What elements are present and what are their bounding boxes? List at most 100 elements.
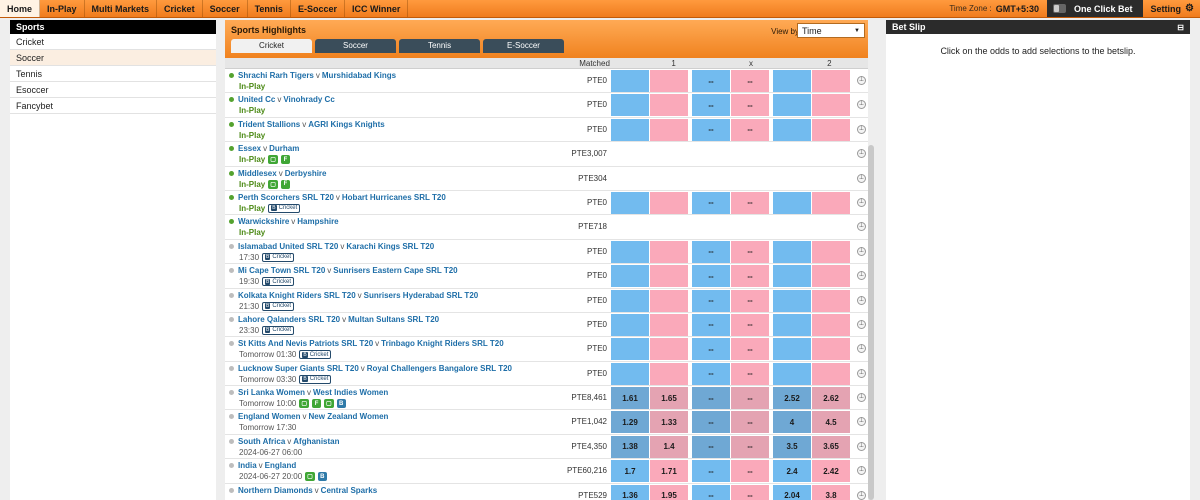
nav-item-home[interactable]: Home bbox=[0, 0, 41, 17]
tab-tennis[interactable]: Tennis bbox=[399, 39, 480, 53]
event-name-link[interactable]: Lahore Qalanders SRL T20 v Multan Sultans … bbox=[238, 315, 439, 324]
pin-icon[interactable]: ⊥ bbox=[857, 124, 866, 134]
back-odds-team2[interactable]: 2.04 bbox=[773, 484, 811, 500]
back-odds-team1[interactable] bbox=[611, 240, 649, 263]
event-name-link[interactable]: Kolkata Knight Riders SRL T20 v Sunrisers … bbox=[238, 291, 478, 300]
sidebar-item-soccer[interactable]: Soccer bbox=[10, 50, 216, 66]
lay-odds-team2[interactable] bbox=[812, 118, 850, 141]
lay-odds-team1[interactable]: 1.71 bbox=[650, 460, 688, 483]
lay-odds-team1[interactable] bbox=[650, 70, 688, 92]
lay-odds-draw[interactable]: -- bbox=[731, 411, 769, 434]
back-odds-draw[interactable]: -- bbox=[692, 338, 730, 361]
back-odds-team2[interactable] bbox=[773, 118, 811, 141]
lay-odds-draw[interactable]: -- bbox=[731, 435, 769, 458]
lay-odds-draw[interactable]: -- bbox=[731, 313, 769, 336]
lay-odds-team1[interactable]: 1.95 bbox=[650, 484, 688, 500]
lay-odds-draw[interactable]: -- bbox=[731, 289, 769, 312]
back-odds-draw[interactable]: -- bbox=[692, 411, 730, 434]
lay-odds-draw[interactable]: -- bbox=[731, 191, 769, 214]
back-odds-draw[interactable]: -- bbox=[692, 387, 730, 410]
lay-odds-team2[interactable]: 2.62 bbox=[812, 387, 850, 410]
lay-odds-team2[interactable] bbox=[812, 265, 850, 288]
pin-icon[interactable]: ⊥ bbox=[857, 197, 866, 207]
event-name-link[interactable]: Sri Lanka Women v West Indies Women bbox=[238, 388, 388, 397]
lay-odds-team2[interactable] bbox=[812, 191, 850, 214]
nav-item-in-play[interactable]: In-Play bbox=[40, 0, 85, 17]
pin-icon[interactable]: ⊥ bbox=[857, 149, 866, 159]
back-odds-draw[interactable]: -- bbox=[692, 265, 730, 288]
lay-odds-team2[interactable] bbox=[812, 240, 850, 263]
back-odds-team1[interactable] bbox=[611, 313, 649, 336]
back-odds-draw[interactable]: -- bbox=[692, 484, 730, 500]
back-odds-team1[interactable] bbox=[611, 362, 649, 385]
lay-odds-team1[interactable] bbox=[650, 265, 688, 288]
back-odds-draw[interactable]: -- bbox=[692, 313, 730, 336]
lay-odds-team1[interactable] bbox=[650, 94, 688, 117]
lay-odds-team2[interactable] bbox=[812, 94, 850, 117]
event-name-link[interactable]: Essex v Durham bbox=[238, 144, 299, 153]
pin-icon[interactable]: ⊥ bbox=[857, 271, 866, 281]
lay-odds-team2[interactable]: 2.42 bbox=[812, 460, 850, 483]
lay-odds-draw[interactable]: -- bbox=[731, 484, 769, 500]
tab-cricket[interactable]: Cricket bbox=[231, 39, 312, 53]
lay-odds-team1[interactable] bbox=[650, 362, 688, 385]
event-name-link[interactable]: India v England bbox=[238, 461, 296, 470]
pin-icon[interactable]: ⊥ bbox=[857, 490, 866, 500]
lay-odds-team2[interactable] bbox=[812, 70, 850, 92]
view-by-select[interactable]: Time ▼ bbox=[797, 23, 865, 38]
lay-odds-team1[interactable] bbox=[650, 338, 688, 361]
back-odds-team2[interactable]: 4 bbox=[773, 411, 811, 434]
back-odds-team1[interactable]: 1.7 bbox=[611, 460, 649, 483]
back-odds-draw[interactable]: -- bbox=[692, 362, 730, 385]
back-odds-team1[interactable]: 1.61 bbox=[611, 387, 649, 410]
back-odds-team1[interactable] bbox=[611, 70, 649, 92]
back-odds-team2[interactable] bbox=[773, 338, 811, 361]
pin-icon[interactable]: ⊥ bbox=[857, 295, 866, 305]
setting-button[interactable]: Setting ⚙ bbox=[1143, 0, 1200, 17]
lay-odds-team2[interactable] bbox=[812, 313, 850, 336]
back-odds-team1[interactable] bbox=[611, 265, 649, 288]
lay-odds-draw[interactable]: -- bbox=[731, 94, 769, 117]
lay-odds-team1[interactable]: 1.65 bbox=[650, 387, 688, 410]
event-name-link[interactable]: St Kitts And Nevis Patriots SRL T20 v Trin… bbox=[238, 339, 504, 348]
lay-odds-team2[interactable]: 3.65 bbox=[812, 435, 850, 458]
pin-icon[interactable]: ⊥ bbox=[857, 368, 866, 378]
back-odds-draw[interactable]: -- bbox=[692, 191, 730, 214]
lay-odds-team2[interactable] bbox=[812, 289, 850, 312]
nav-item-multi-markets[interactable]: Multi Markets bbox=[85, 0, 158, 17]
one-click-bet-button[interactable]: One Click Bet bbox=[1047, 0, 1143, 17]
event-name-link[interactable]: Islamabad United SRL T20 v Karachi Kings S… bbox=[238, 242, 434, 251]
back-odds-team1[interactable] bbox=[611, 338, 649, 361]
sidebar-item-esoccer[interactable]: Esoccer bbox=[10, 82, 216, 98]
lay-odds-draw[interactable]: -- bbox=[731, 265, 769, 288]
sidebar-item-cricket[interactable]: Cricket bbox=[10, 34, 216, 50]
pin-icon[interactable]: ⊥ bbox=[857, 76, 866, 85]
back-odds-team2[interactable] bbox=[773, 240, 811, 263]
minimize-icon[interactable]: ⊟ bbox=[1177, 22, 1184, 32]
pin-icon[interactable]: ⊥ bbox=[857, 344, 866, 354]
lay-odds-team2[interactable] bbox=[812, 338, 850, 361]
back-odds-team2[interactable]: 2.4 bbox=[773, 460, 811, 483]
lay-odds-team1[interactable] bbox=[650, 240, 688, 263]
pin-icon[interactable]: ⊥ bbox=[857, 319, 866, 329]
back-odds-team1[interactable] bbox=[611, 191, 649, 214]
lay-odds-draw[interactable]: -- bbox=[731, 460, 769, 483]
lay-odds-team2[interactable] bbox=[812, 362, 850, 385]
event-name-link[interactable]: Perth Scorchers SRL T20 v Hobart Hurricane… bbox=[238, 193, 446, 202]
sidebar-item-tennis[interactable]: Tennis bbox=[10, 66, 216, 82]
event-name-link[interactable]: England Women v New Zealand Women bbox=[238, 412, 388, 421]
back-odds-team1[interactable]: 1.38 bbox=[611, 435, 649, 458]
back-odds-team2[interactable] bbox=[773, 94, 811, 117]
event-name-link[interactable]: Lucknow Super Giants SRL T20 v Royal Chall… bbox=[238, 364, 512, 373]
event-name-link[interactable]: Mi Cape Town SRL T20 v Sunrisers Eastern C… bbox=[238, 266, 458, 275]
pin-icon[interactable]: ⊥ bbox=[857, 246, 866, 256]
back-odds-team1[interactable] bbox=[611, 118, 649, 141]
event-name-link[interactable]: Warwickshire v Hampshire bbox=[238, 217, 339, 226]
lay-odds-draw[interactable]: -- bbox=[731, 70, 769, 92]
back-odds-draw[interactable]: -- bbox=[692, 460, 730, 483]
nav-item-tennis[interactable]: Tennis bbox=[248, 0, 291, 17]
back-odds-team1[interactable]: 1.29 bbox=[611, 411, 649, 434]
nav-item-soccer[interactable]: Soccer bbox=[203, 0, 248, 17]
lay-odds-draw[interactable]: -- bbox=[731, 118, 769, 141]
back-odds-team2[interactable] bbox=[773, 313, 811, 336]
